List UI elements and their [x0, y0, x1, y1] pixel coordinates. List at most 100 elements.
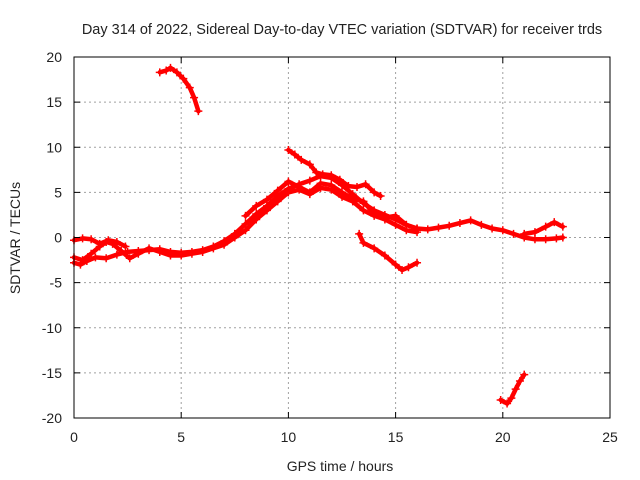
- data-point: [338, 188, 346, 197]
- data-point: [477, 220, 486, 229]
- data-point: [220, 240, 229, 249]
- data-point: [117, 247, 126, 256]
- data-point: [318, 170, 327, 179]
- data-point: [391, 211, 400, 220]
- data-point: [496, 395, 505, 404]
- y-tick-label: 20: [46, 49, 62, 65]
- data-point: [391, 220, 400, 229]
- data-point: [209, 244, 218, 253]
- x-tick-label: 15: [388, 429, 404, 445]
- data-point: [78, 234, 87, 243]
- y-tick-label: -20: [42, 410, 62, 426]
- data-point: [125, 254, 134, 263]
- data-point: [273, 197, 282, 206]
- data-point: [391, 260, 400, 269]
- series-track-9: [520, 218, 567, 238]
- data-point: [520, 229, 529, 238]
- data-point: [445, 221, 454, 230]
- series-track-7: [355, 229, 422, 274]
- data-point: [95, 239, 104, 248]
- data-point: [187, 249, 196, 258]
- data-point: [423, 225, 432, 234]
- data-point: [380, 213, 389, 222]
- data-point: [434, 223, 443, 232]
- data-point: [359, 238, 368, 247]
- y-tick-label: -10: [42, 320, 62, 336]
- data-point: [402, 220, 411, 229]
- data-point: [305, 176, 314, 185]
- data-point: [252, 201, 261, 210]
- data-point: [380, 251, 389, 260]
- data-point: [530, 235, 539, 244]
- data-point: [344, 182, 353, 191]
- data-point: [155, 247, 164, 256]
- data-point: [297, 155, 306, 164]
- data-point: [102, 254, 111, 263]
- data-point: [104, 236, 113, 245]
- y-axis-label: SDTVAR / TECUs: [7, 182, 23, 294]
- data-point: [112, 238, 121, 247]
- data-point: [327, 181, 336, 190]
- data-point: [87, 249, 96, 258]
- data-point: [376, 191, 385, 200]
- data-point: [503, 399, 512, 408]
- data-point: [515, 376, 524, 385]
- data-point: [155, 68, 164, 77]
- data-point: [552, 234, 561, 243]
- x-tick-label: 5: [177, 429, 185, 445]
- data-point: [398, 265, 407, 274]
- data-point: [558, 222, 567, 231]
- data-point: [466, 216, 475, 225]
- data-point: [509, 229, 518, 238]
- data-point: [359, 197, 368, 206]
- data-point: [162, 66, 171, 75]
- data-point: [185, 83, 194, 92]
- data-point: [305, 160, 314, 169]
- data-point: [370, 244, 379, 253]
- data-point: [78, 256, 87, 265]
- data-point: [252, 215, 261, 224]
- data-point: [327, 171, 336, 180]
- data-point: [87, 235, 96, 244]
- data-series-group: [70, 63, 567, 408]
- grid: [74, 57, 610, 418]
- data-point: [348, 194, 357, 203]
- data-point: [179, 74, 188, 83]
- data-point: [355, 229, 364, 238]
- data-point: [455, 219, 464, 228]
- data-point: [295, 182, 304, 191]
- data-point: [370, 210, 379, 219]
- data-point: [316, 179, 325, 188]
- x-tick-label: 10: [281, 429, 297, 445]
- data-point: [498, 226, 507, 235]
- data-point: [370, 188, 379, 197]
- series-track-8: [496, 370, 529, 408]
- data-point: [305, 188, 314, 197]
- y-tick-label: 0: [54, 230, 62, 246]
- tick-labels: 0 5 10 15 20 25 -20 -15 -10 -5 0 5 10 15 20: [42, 49, 618, 445]
- series-track-3: [241, 177, 422, 233]
- data-point: [91, 253, 100, 262]
- series-track-2: [70, 183, 422, 265]
- data-point: [273, 186, 282, 195]
- data-point: [541, 222, 550, 231]
- y-tick-label: 5: [54, 184, 62, 200]
- data-point: [230, 233, 239, 242]
- data-point: [241, 211, 250, 220]
- data-point: [134, 249, 143, 258]
- y-tick-label: 15: [46, 94, 62, 110]
- data-point: [488, 224, 497, 233]
- data-point: [121, 242, 130, 251]
- data-point: [520, 370, 529, 379]
- data-point: [284, 145, 293, 154]
- y-tick-label: -15: [42, 365, 62, 381]
- series-track-5: [284, 145, 385, 200]
- data-point: [145, 244, 154, 253]
- data-point: [558, 233, 567, 242]
- data-point: [262, 195, 271, 204]
- chart-title: Day 314 of 2022, Sidereal Day-to-day VTE…: [82, 22, 602, 38]
- data-point: [335, 175, 344, 184]
- data-point: [262, 206, 271, 215]
- data-point: [241, 226, 250, 235]
